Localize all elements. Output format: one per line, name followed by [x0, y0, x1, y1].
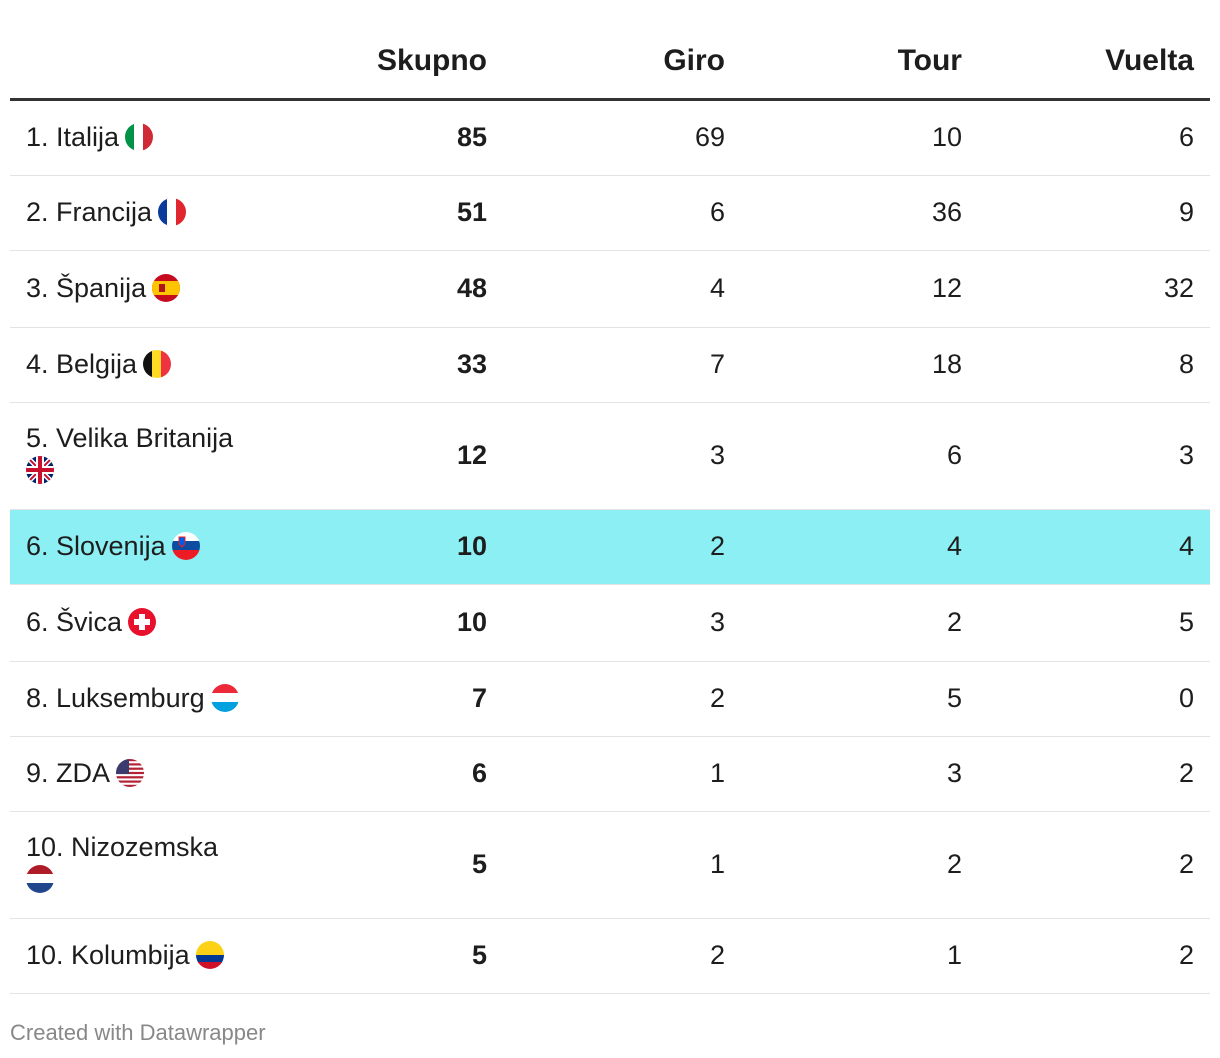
skupno-value: 12 — [456, 440, 487, 470]
country-label: 10. Nizozemska — [26, 832, 219, 862]
country-cell: 10. Kolumbija — [26, 940, 266, 971]
vuelta-value: 3 — [1178, 440, 1194, 470]
vuelta-value: 32 — [1163, 273, 1194, 303]
country-cell: 10. Nizozemska — [26, 832, 266, 893]
footer-credit: Created with Datawrapper — [10, 1020, 266, 1045]
netherlands-flag-icon — [26, 865, 54, 893]
table-row: 6. Švica 10 3 2 5 — [10, 585, 1210, 662]
country-label: 3. Španija — [26, 273, 147, 303]
vuelta-value: 5 — [1178, 607, 1194, 637]
giro-value: 7 — [709, 349, 725, 379]
country-cell: 9. ZDA — [26, 758, 266, 789]
header-giro: Giro — [663, 44, 725, 77]
tour-value: 10 — [931, 122, 962, 152]
country-cell: 3. Španija — [26, 273, 266, 304]
table-body: 1. Italija 85 69 10 6 2. Francija 51 6 36 9 3. Špa… — [10, 101, 1210, 994]
country-label: 6. Slovenija — [26, 531, 166, 561]
header-skupno: Skupno — [377, 44, 487, 77]
tour-value: 5 — [946, 683, 962, 713]
table-row: 4. Belgija 33 7 18 8 — [10, 328, 1210, 403]
table-row: 3. Španija 48 4 12 32 — [10, 251, 1210, 328]
giro-value: 1 — [709, 849, 725, 879]
skupno-value: 51 — [456, 197, 487, 227]
country-label: 2. Francija — [26, 197, 153, 227]
country-label: 9. ZDA — [26, 758, 111, 788]
vuelta-value: 2 — [1178, 940, 1194, 970]
country-cell: 1. Italija — [26, 122, 266, 153]
country-label: 4. Belgija — [26, 349, 138, 379]
skupno-value: 7 — [471, 683, 487, 713]
table-row: 1. Italija 85 69 10 6 — [10, 101, 1210, 176]
vuelta-value: 6 — [1178, 122, 1194, 152]
skupno-value: 5 — [471, 849, 487, 879]
tour-value: 6 — [946, 440, 962, 470]
giro-value: 2 — [709, 683, 725, 713]
table-row: 10. Kolumbija 5 2 1 2 — [10, 919, 1210, 994]
uk-flag-icon — [26, 456, 54, 484]
skupno-value: 5 — [471, 940, 487, 970]
italy-flag-icon — [125, 123, 154, 151]
table-row: 8. Luksemburg 7 2 5 0 — [10, 662, 1210, 737]
country-cell: 6. Slovenija — [26, 531, 266, 562]
giro-value: 2 — [709, 940, 725, 970]
vuelta-value: 0 — [1178, 683, 1194, 713]
switzerland-flag-icon — [128, 608, 157, 636]
vuelta-value: 2 — [1178, 758, 1194, 788]
giro-value: 4 — [709, 273, 725, 303]
vuelta-value: 2 — [1178, 849, 1194, 879]
vuelta-value: 9 — [1178, 197, 1194, 227]
skupno-value: 48 — [456, 273, 487, 303]
giro-value: 6 — [709, 197, 725, 227]
giro-value: 3 — [709, 440, 725, 470]
country-cell: 6. Švica — [26, 607, 266, 638]
giro-value: 3 — [709, 607, 725, 637]
tour-value: 2 — [946, 607, 962, 637]
giro-value: 69 — [694, 122, 725, 152]
country-cell: 8. Luksemburg — [26, 683, 266, 714]
table-row: 6. Slovenija 10 2 4 4 — [10, 510, 1210, 585]
table-row: 2. Francija 51 6 36 9 — [10, 176, 1210, 251]
header-tour: Tour — [897, 44, 962, 77]
colombia-flag-icon — [195, 941, 224, 969]
giro-value: 2 — [709, 531, 725, 561]
vuelta-value: 4 — [1178, 531, 1194, 561]
country-cell: 4. Belgija — [26, 349, 266, 380]
skupno-value: 10 — [456, 607, 487, 637]
results-table: Skupno Giro Tour Vuelta 1. Italija 85 69 10… — [10, 0, 1210, 994]
country-label: 8. Luksemburg — [26, 683, 205, 713]
country-label: 5. Velika Britanija — [26, 423, 234, 453]
table-row: 5. Velika Britanija 12 3 6 3 — [10, 403, 1210, 510]
skupno-value: 6 — [471, 758, 487, 788]
vuelta-value: 8 — [1178, 349, 1194, 379]
country-cell: 5. Velika Britanija — [26, 423, 266, 484]
tour-value: 2 — [946, 849, 962, 879]
slovenia-flag-icon — [171, 532, 200, 560]
tour-value: 18 — [931, 349, 962, 379]
giro-value: 1 — [709, 758, 725, 788]
table-header: Skupno Giro Tour Vuelta — [10, 0, 1210, 101]
belgium-flag-icon — [143, 350, 172, 378]
tour-value: 36 — [931, 197, 962, 227]
skupno-value: 85 — [456, 122, 487, 152]
country-cell: 2. Francija — [26, 197, 266, 228]
table-row: 10. Nizozemska 5 1 2 2 — [10, 812, 1210, 919]
spain-flag-icon — [152, 274, 181, 302]
header-vuelta: Vuelta — [1105, 44, 1194, 77]
tour-value: 3 — [946, 758, 962, 788]
tour-value: 4 — [946, 531, 962, 561]
skupno-value: 10 — [456, 531, 487, 561]
tour-value: 12 — [931, 273, 962, 303]
france-flag-icon — [158, 198, 187, 226]
tour-value: 1 — [946, 940, 962, 970]
usa-flag-icon — [116, 759, 145, 787]
table-row: 9. ZDA 6 1 3 2 — [10, 737, 1210, 812]
luxembourg-flag-icon — [210, 684, 239, 712]
skupno-value: 33 — [456, 349, 487, 379]
country-label: 1. Italija — [26, 122, 120, 152]
country-label: 6. Švica — [26, 607, 123, 637]
country-label: 10. Kolumbija — [26, 940, 190, 970]
